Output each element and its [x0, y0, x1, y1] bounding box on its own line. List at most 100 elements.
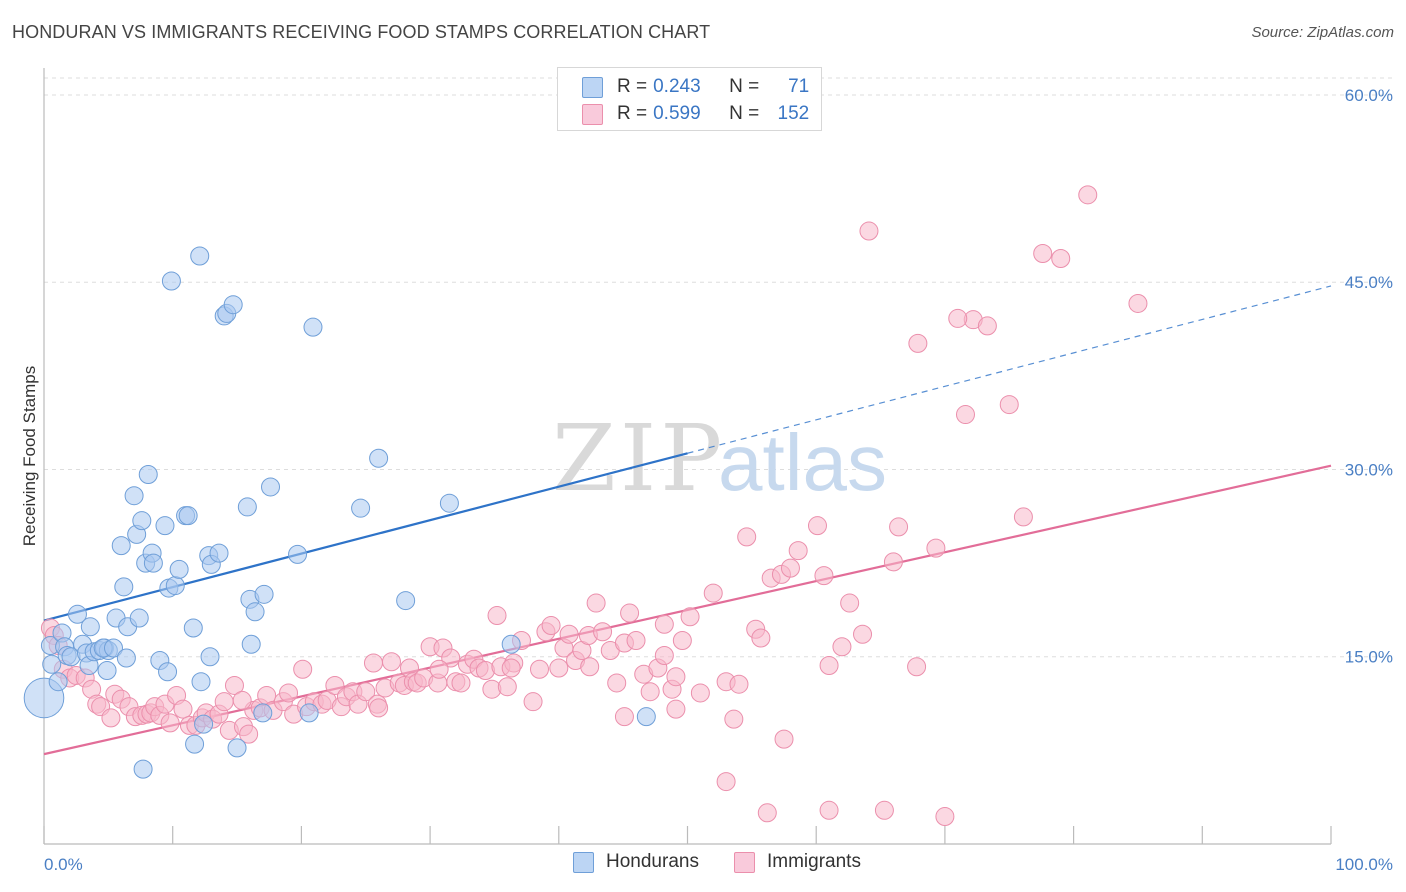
honduran-point-22 [114, 577, 134, 597]
legend-item-immigrants[interactable]: Immigrants [734, 851, 861, 873]
immigrant-point-122 [859, 221, 879, 241]
immigrant-point-118 [819, 655, 839, 675]
immigrant-point-90 [593, 622, 613, 642]
watermark: ZIP atlas [552, 405, 887, 512]
immigrant-point-150 [369, 698, 389, 718]
immigrant-point-40 [279, 683, 299, 703]
honduran-point-33 [143, 553, 163, 573]
immigrant-point-151 [232, 690, 252, 710]
immigrant-point-139 [774, 729, 794, 749]
immigrant-point-132 [1013, 507, 1033, 527]
source-credit: Source: ZipAtlas.com [1251, 24, 1394, 41]
immigrant-point-109 [737, 527, 757, 547]
immigrant-point-119 [832, 637, 852, 657]
immigrant-point-135 [1078, 185, 1098, 205]
immigrant-point-32 [224, 675, 244, 695]
honduran-point-53 [223, 295, 243, 315]
honduran-point-58 [245, 602, 265, 622]
immigrant-point-108 [729, 674, 749, 694]
honduran-point-57 [241, 634, 261, 654]
honduran-point-12 [80, 617, 100, 637]
immigrant-point-102 [672, 631, 692, 651]
stats-row-hondurans: R = 0.243 N = 71 [582, 75, 809, 99]
immigrant-point-141 [874, 800, 894, 820]
immigrant-point-117 [814, 566, 834, 586]
n-label: N = [729, 103, 760, 124]
immigrant-point-120 [840, 593, 860, 613]
immigrant-point-144 [666, 667, 686, 687]
x-tick-label-1: 100.0% [1335, 855, 1393, 874]
r-value: 0.599 [653, 103, 701, 124]
honduran-point-19 [103, 638, 123, 658]
immigrant-point-131 [999, 395, 1019, 415]
honduran-point-69 [636, 707, 656, 727]
honduran-point-27 [129, 608, 149, 628]
immigrant-point-66 [441, 648, 461, 668]
hondurans-swatch [582, 76, 603, 98]
honduran-point-66 [396, 591, 416, 611]
immigrant-point-127 [935, 807, 955, 827]
hondurans-trend-line [43, 452, 688, 622]
immigrant-point-128 [955, 405, 975, 425]
immigrant-point-42 [293, 659, 313, 679]
immigrant-point-114 [780, 558, 800, 578]
immigrant-point-92 [607, 673, 627, 693]
honduran-point-61 [288, 544, 308, 564]
legend-label-hondurans: Hondurans [606, 851, 699, 872]
immigrant-point-23 [173, 699, 193, 719]
immigrant-point-89 [586, 593, 606, 613]
immigrant-point-136 [1128, 293, 1148, 313]
immigrant-point-97 [640, 682, 660, 702]
immigrant-point-47 [325, 675, 345, 695]
immigrant-point-147 [501, 658, 521, 678]
honduran-point-63 [299, 703, 319, 723]
r-label: R = [617, 103, 648, 124]
immigrant-point-10 [101, 708, 121, 728]
honduran-point-3 [48, 672, 68, 692]
immigrant-point-130 [977, 316, 997, 336]
watermark-zip: ZIP [552, 405, 726, 512]
immigrant-point-123 [883, 552, 903, 572]
y-tick-label-1: 30.0% [1345, 460, 1393, 479]
n-value: 71 [788, 76, 810, 97]
honduran-point-39 [165, 576, 185, 596]
honduran-point-48 [200, 647, 220, 667]
honduran-point-50 [209, 543, 229, 563]
immigrant-point-74 [487, 606, 507, 626]
axes [43, 68, 1332, 845]
n-label: N = [729, 76, 760, 97]
honduran-point-31 [138, 464, 158, 484]
immigrants-legend-swatch [734, 851, 755, 873]
honduran-point-67 [439, 493, 459, 513]
immigrant-point-76 [497, 677, 517, 697]
immigrant-point-116 [807, 516, 827, 536]
honduran-point-25 [124, 486, 144, 506]
immigrant-point-104 [690, 683, 710, 703]
honduran-point-2 [42, 654, 62, 674]
immigrant-point-138 [908, 333, 928, 353]
legend-label-immigrants: Immigrants [767, 851, 861, 872]
immigrant-point-133 [1033, 244, 1053, 264]
immigrant-point-125 [907, 657, 927, 677]
immigrant-point-137 [948, 308, 968, 328]
legend-item-hondurans[interactable]: Hondurans [573, 851, 699, 873]
r-value: 0.243 [653, 76, 701, 97]
immigrant-point-115 [788, 541, 808, 561]
y-tick-label-3: 60.0% [1345, 86, 1393, 105]
honduran-point-8 [67, 604, 87, 624]
immigrant-point-21 [160, 713, 180, 733]
immigrant-point-111 [751, 628, 771, 648]
immigrant-point-83 [549, 658, 569, 678]
honduran-point-64 [351, 498, 371, 518]
immigrant-point-82 [541, 616, 561, 636]
r-label: R = [617, 76, 648, 97]
immigrant-point-85 [559, 624, 579, 644]
hondurans-trend-extension [687, 285, 1332, 454]
honduran-point-45 [191, 672, 211, 692]
y-tick-label-0: 15.0% [1345, 648, 1393, 667]
immigrant-point-103 [680, 607, 700, 627]
gridlines [44, 77, 1395, 658]
data-points [23, 185, 1148, 827]
immigrant-point-105 [703, 583, 723, 603]
honduran-point-70 [190, 246, 210, 266]
